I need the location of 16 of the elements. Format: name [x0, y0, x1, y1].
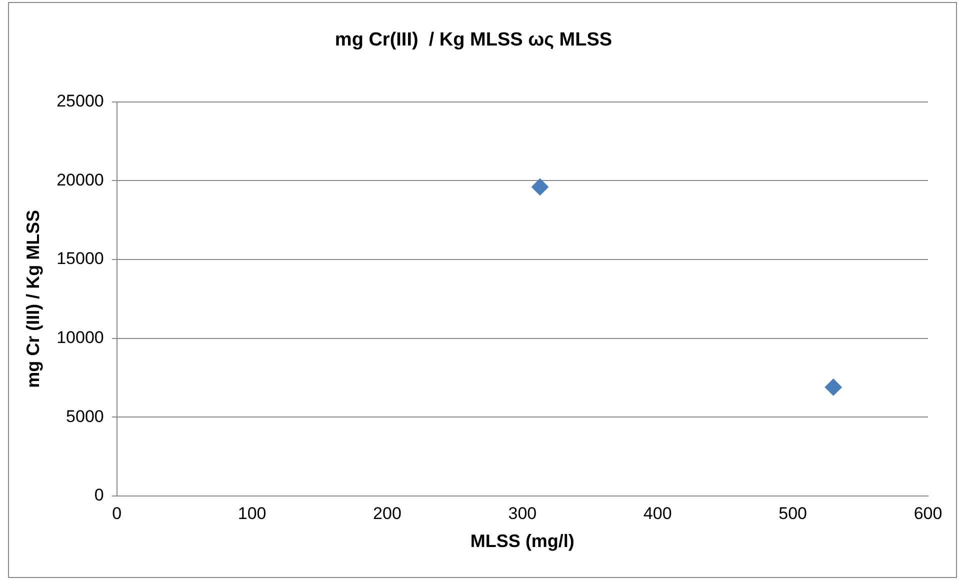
x-tick-label: 200	[373, 504, 402, 523]
y-tick-label: 20000	[56, 170, 104, 190]
x-tick-label: 400	[643, 504, 672, 523]
x-tick-label: 300	[508, 504, 537, 523]
y-axis-title: mg Cr (III) / Kg MLSS	[22, 210, 43, 388]
x-tick-label: 500	[778, 504, 807, 523]
x-tick-label: 0	[112, 504, 122, 523]
y-tick-label: 25000	[56, 91, 104, 110]
y-tick-label: 15000	[56, 249, 104, 268]
y-tick-label: 0	[94, 486, 104, 505]
chart-title: mg Cr(III) / Kg MLSS ως MLSS	[334, 30, 612, 51]
x-tick-label: 100	[238, 504, 266, 523]
y-tick-label: 10000	[56, 328, 104, 348]
x-tick-label: 600	[914, 504, 942, 523]
x-axis-title: MLSS (mg/l)	[470, 531, 574, 552]
y-tick-label: 5000	[66, 406, 104, 426]
